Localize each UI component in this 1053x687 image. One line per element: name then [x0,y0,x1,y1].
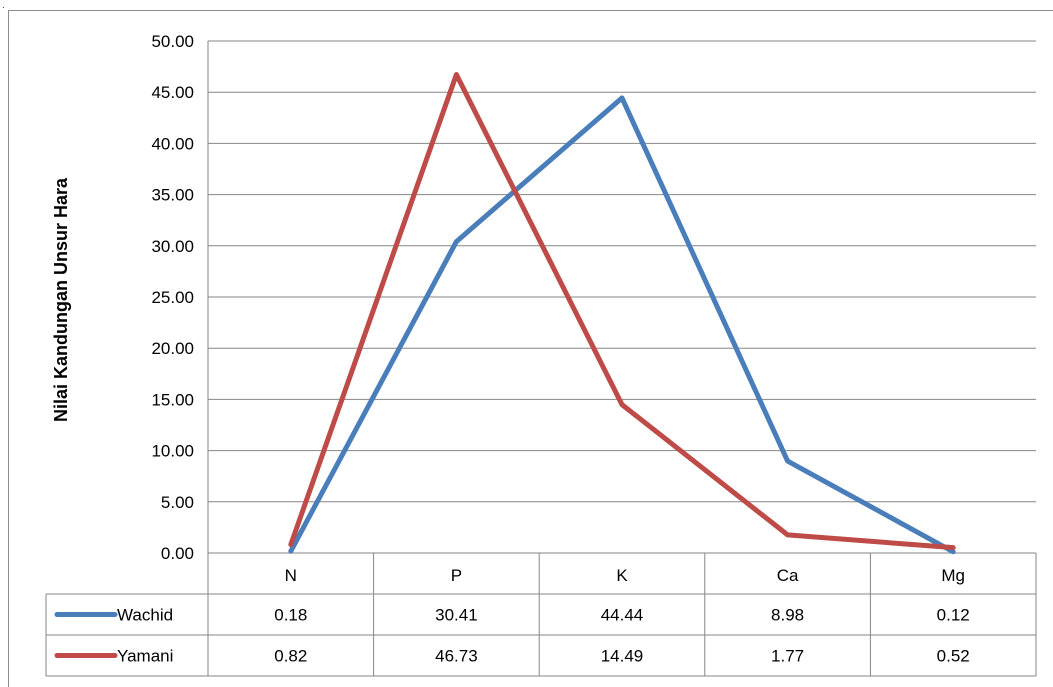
legend-label: Wachid [117,606,173,625]
series-lines [288,71,956,555]
category-label: N [285,566,297,585]
data-table: N P K Ca Mg Wachid 0.18 30.41 44.44 8.98 0.12 Yaman… [45,552,1037,677]
y-tick-label: 25.00 [151,288,194,307]
y-axis-ticks: 0.00 5.00 10.00 15.00 20.00 25.00 30.00 35.00 40… [151,32,194,563]
y-tick-label: 30.00 [151,237,194,256]
category-label: P [451,566,462,585]
category-label: Ca [777,566,799,585]
legend-label: Yamani [117,647,173,666]
y-tick-label: 15.00 [151,390,194,409]
y-tick-label: 50.00 [151,32,194,51]
data-value-label: 0.12 [937,606,970,625]
data-value-label: 0.82 [274,647,307,666]
category-label: K [616,566,628,585]
series-line-wachid [288,95,956,555]
y-tick-label: 10.00 [151,442,194,461]
data-value-label: 14.49 [601,647,644,666]
data-value-label: 1.77 [771,647,804,666]
y-axis-label: Nilai Kandungan Unsur Hara [51,177,71,422]
data-value-label: 0.18 [274,606,307,625]
corner-mark: . [2,0,5,11]
y-tick-label: 5.00 [161,493,194,512]
data-value-label: 0.52 [937,647,970,666]
y-tick-label: 40.00 [151,134,194,153]
y-tick-label: 45.00 [151,83,194,102]
data-value-label: 44.44 [601,606,644,625]
series-line-yamani [288,71,956,551]
data-value-label: 8.98 [771,606,804,625]
y-tick-label: 35.00 [151,186,194,205]
y-tick-label: 20.00 [151,339,194,358]
data-value-label: 30.41 [435,606,478,625]
category-label: Mg [941,566,965,585]
y-tick-label: 0.00 [161,544,194,563]
chart-frame [8,10,1053,687]
data-value-label: 46.73 [435,647,478,666]
